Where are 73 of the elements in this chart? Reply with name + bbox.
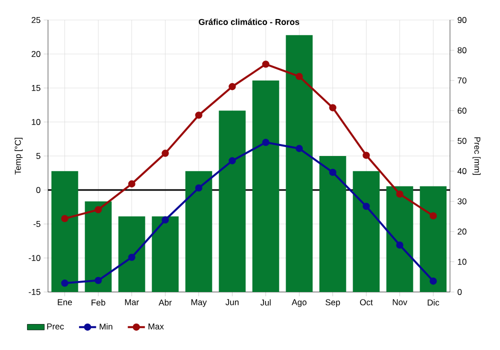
- legend-label: Min: [100, 323, 112, 330]
- x-tick-label: May: [191, 299, 207, 307]
- y2-tick-label: 30: [458, 198, 466, 204]
- point: [61, 214, 68, 222]
- point: [162, 216, 169, 224]
- legend-label: Max: [148, 324, 164, 330]
- y2-axis-title: Prec [mm]: [472, 137, 481, 175]
- point: [228, 157, 236, 164]
- bar: [420, 186, 447, 292]
- point: [128, 180, 136, 188]
- point: [94, 206, 102, 214]
- bar: [185, 171, 212, 292]
- point: [94, 276, 102, 284]
- x-tick-label: Jul: [260, 299, 271, 306]
- x-tick-label: Ago: [292, 299, 306, 307]
- point: [362, 202, 370, 210]
- x-tick-label: Mar: [125, 299, 139, 306]
- x-tick-label: Abr: [158, 299, 172, 306]
- y2-tick-label: 10: [458, 258, 466, 265]
- chart-title: Gráfico climático - Roros: [198, 18, 300, 25]
- point: [195, 112, 202, 119]
- y-tick-label: 0: [36, 186, 40, 193]
- y-tick-label: -10: [28, 254, 40, 261]
- y-tick-label: -15: [28, 289, 40, 295]
- y-tick-label: 5: [36, 153, 40, 159]
- y-axis-title: Temp [°C]: [14, 138, 23, 175]
- y-tick-label: 15: [32, 85, 40, 91]
- y2-tick-label: 50: [458, 138, 466, 144]
- bar: [319, 156, 346, 292]
- x-tick-label: Nov: [392, 299, 408, 306]
- x-tick-label: Jun: [226, 299, 239, 306]
- y-tick-label: -5: [34, 221, 40, 227]
- x-tick-label: Oct: [360, 299, 373, 306]
- x-tick-label: Dic: [428, 299, 440, 306]
- y2-tick-label: 90: [458, 16, 466, 24]
- bar: [386, 186, 414, 292]
- y-tick-label: 20: [32, 50, 40, 57]
- bar: [218, 110, 246, 292]
- point: [329, 104, 336, 112]
- point: [296, 72, 303, 80]
- point: [430, 278, 437, 285]
- bar: [118, 216, 146, 292]
- x-tick-label: Feb: [92, 299, 106, 306]
- y2-tick-label: 0: [458, 288, 462, 295]
- y2-tick-label: 70: [458, 77, 466, 84]
- y2-tick-label: 20: [458, 228, 466, 235]
- legend-label: Prec: [47, 324, 64, 330]
- point: [262, 138, 270, 146]
- bar: [252, 80, 280, 292]
- bar: [152, 216, 179, 292]
- point: [396, 190, 404, 198]
- point: [228, 83, 236, 90]
- bar: [352, 171, 380, 292]
- y2-tick-label: 40: [457, 168, 466, 174]
- bar: [84, 201, 112, 292]
- point: [329, 168, 336, 176]
- x-tick-label: Sep: [326, 299, 340, 307]
- y-tick-label: 25: [32, 16, 40, 23]
- bar: [51, 171, 78, 292]
- point: [195, 184, 202, 192]
- y2-tick-label: 60: [458, 108, 466, 114]
- bar: [286, 35, 313, 292]
- y2-tick-label: 80: [458, 47, 466, 54]
- x-tick-label: Ene: [58, 299, 72, 306]
- point: [262, 60, 270, 68]
- point: [396, 241, 404, 249]
- point: [61, 280, 68, 287]
- point: [128, 254, 136, 261]
- point: [430, 212, 437, 220]
- y-tick-label: 10: [32, 118, 40, 125]
- point: [162, 150, 169, 157]
- point: [362, 152, 370, 159]
- point: [296, 144, 303, 152]
